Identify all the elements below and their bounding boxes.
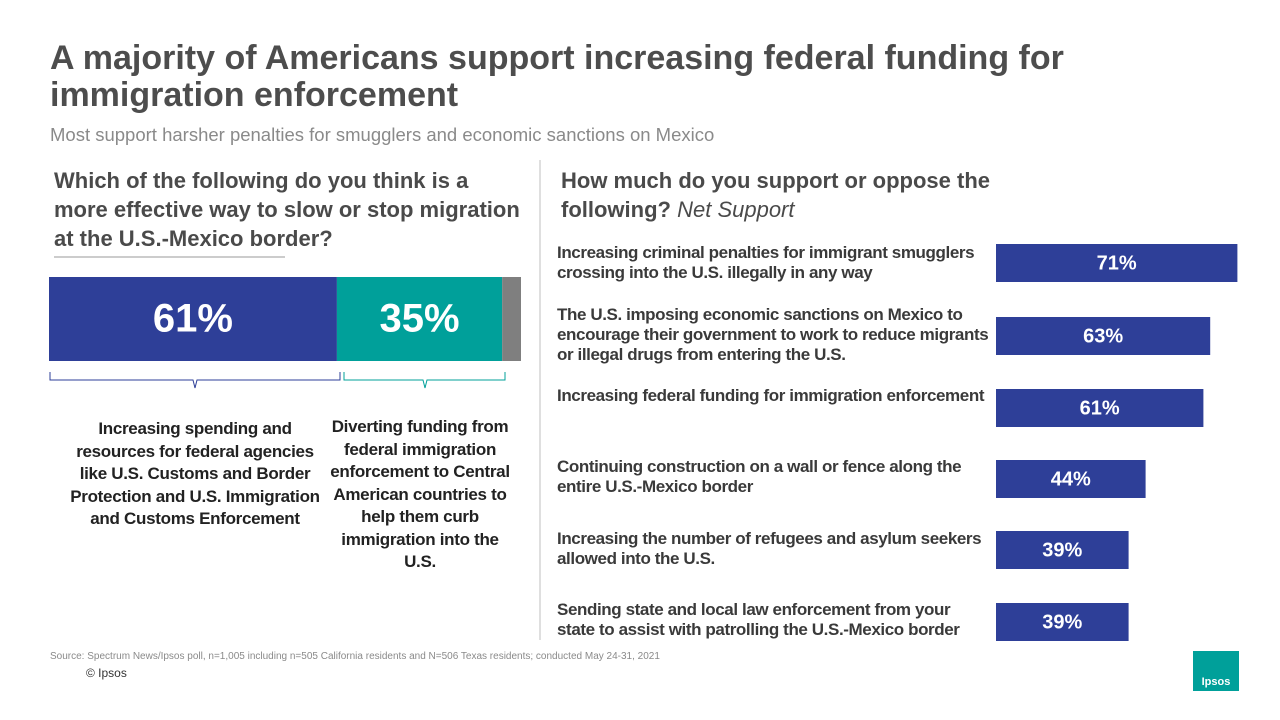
bar <box>996 317 1211 355</box>
category-label: Increasing criminal penalties for immigr… <box>557 243 975 282</box>
category-label: Sending state and local law enforcement … <box>557 600 960 639</box>
data-label: 39% <box>1042 611 1082 633</box>
category-label: Increasing federal funding for immigrati… <box>557 386 985 405</box>
data-label: 63% <box>1083 325 1123 347</box>
data-label: 61% <box>1080 397 1120 419</box>
question: Which of the following do you think is a… <box>54 168 520 251</box>
question: How much do you support or oppose the fo… <box>561 166 1041 224</box>
bar <box>996 244 1238 282</box>
data-label: 39% <box>1042 539 1082 561</box>
question-note: Net Support <box>677 197 795 222</box>
copyright: © Ipsos <box>86 666 127 680</box>
segment-description: Increasing spending and resources for fe… <box>70 419 320 528</box>
bar <box>996 460 1146 498</box>
data-label: 35% <box>379 297 459 341</box>
data-label: 44% <box>1051 468 1091 490</box>
logo-box <box>1193 651 1239 691</box>
source: Source: Spectrum News/Ipsos poll, n=1,00… <box>50 651 660 662</box>
bar <box>996 603 1129 641</box>
data-label: 71% <box>1097 252 1137 274</box>
question-text: How much do you support or oppose the fo… <box>561 168 990 222</box>
brace <box>343 372 506 389</box>
data-label: 61% <box>153 297 233 341</box>
bar <box>996 531 1129 569</box>
title: A majority of Americans support increasi… <box>50 39 1064 114</box>
bar-segment <box>336 277 503 361</box>
bar-segment <box>49 277 337 361</box>
logo-text: Ipsos <box>1202 676 1231 688</box>
category-label: Increasing the number of refugees and as… <box>557 529 982 568</box>
category-label: The U.S. imposing economic sanctions on … <box>557 305 989 364</box>
category-label: Continuing construction on a wall or fen… <box>557 457 962 496</box>
brace <box>49 372 341 389</box>
bar-segment <box>502 277 521 361</box>
bar <box>996 389 1204 427</box>
segment-description: Diverting funding from federal immigrati… <box>330 417 510 571</box>
subtitle: Most support harsher penalties for smugg… <box>50 124 715 145</box>
